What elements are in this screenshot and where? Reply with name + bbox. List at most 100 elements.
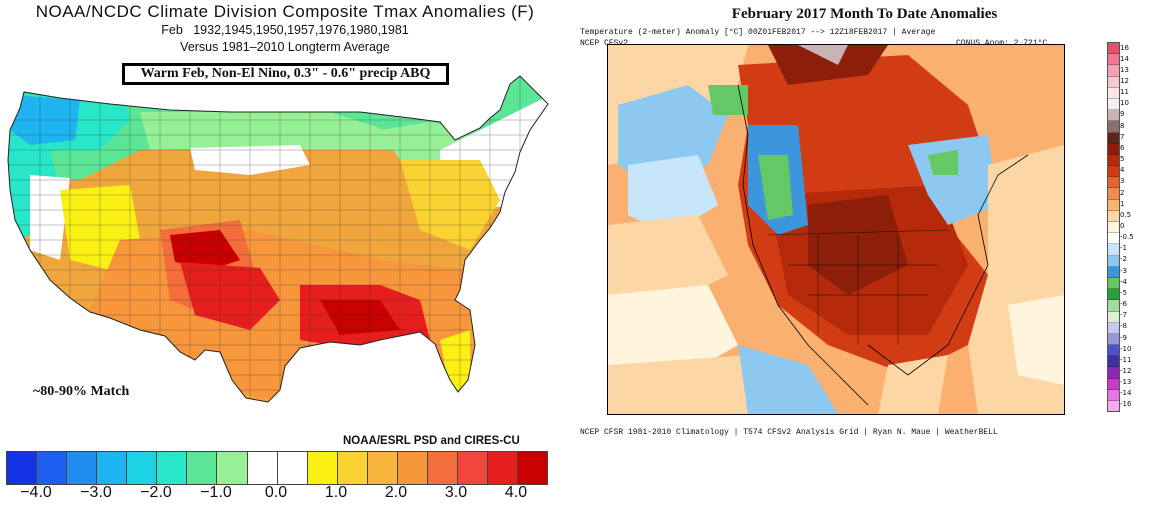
scale-swatch xyxy=(1108,289,1119,301)
colorbar-swatch xyxy=(307,452,338,484)
scale-swatch xyxy=(1108,356,1119,368)
colorbar-label: 4.0 xyxy=(504,484,528,501)
scale-label: 6 xyxy=(1120,143,1125,152)
colorbar-swatch xyxy=(157,452,188,484)
scale-swatch xyxy=(1108,401,1119,412)
colorbar-swatch xyxy=(427,452,458,484)
colorbar-label: 1.0 xyxy=(324,484,348,501)
colorbar-label: 3.0 xyxy=(444,484,468,501)
colorbar-swatch xyxy=(127,452,158,484)
scale-swatch xyxy=(1108,378,1119,390)
scale-swatch xyxy=(1108,389,1119,401)
scale-label: -0.5 xyxy=(1120,233,1134,242)
scale-label: 5 xyxy=(1120,155,1125,164)
scale-label: 11 xyxy=(1120,88,1129,97)
scale-label: 13 xyxy=(1120,65,1129,74)
scale-label: 3 xyxy=(1120,177,1125,186)
colorbar-label: −4.0 xyxy=(20,484,52,501)
scale-swatch xyxy=(1108,199,1119,211)
scale-swatch xyxy=(1108,255,1119,267)
scale-label: -10 xyxy=(1120,344,1132,353)
scale-label: -14 xyxy=(1120,389,1132,398)
right-title: February 2017 Month To Date Anomalies xyxy=(731,6,998,22)
colorbar xyxy=(6,451,548,485)
scale-swatch xyxy=(1108,154,1119,167)
scale-swatch xyxy=(1108,345,1119,357)
scale-label: 0 xyxy=(1120,222,1125,230)
colorbar-swatch xyxy=(247,452,278,484)
scale-label: 8 xyxy=(1120,121,1125,130)
scale-swatch xyxy=(1108,76,1119,88)
scale-label: -9 xyxy=(1120,333,1127,342)
scale-swatch xyxy=(1108,166,1119,178)
scale-swatch xyxy=(1108,43,1119,55)
scale-label: 2 xyxy=(1120,188,1125,197)
scale-label: -13 xyxy=(1120,378,1132,387)
colorbar-swatch xyxy=(367,452,398,484)
left-panel: NOAA/NCDC Climate Division Composite Tma… xyxy=(0,0,570,523)
scale-swatch xyxy=(1108,311,1119,323)
colorbar-swatch xyxy=(37,452,68,484)
colorbar-swatch xyxy=(337,452,368,484)
colorbar-label: −1.0 xyxy=(200,484,232,501)
colorbar-label: −3.0 xyxy=(80,484,112,501)
colorbar-swatch xyxy=(397,452,428,484)
right-panel: February 2017 Month To Date Anomalies Te… xyxy=(570,0,1159,523)
scale-label: -6 xyxy=(1120,300,1127,309)
scale-label: -7 xyxy=(1120,311,1127,320)
scale-label: -12 xyxy=(1120,366,1132,375)
scale-swatch xyxy=(1108,65,1119,77)
subtitle-month: Feb xyxy=(161,23,183,37)
scale-label: 14 xyxy=(1120,54,1129,63)
scale-label: -5 xyxy=(1120,288,1127,297)
scale-swatch xyxy=(1108,233,1119,245)
scale-label: 0.5 xyxy=(1120,210,1132,219)
scale-label: -1 xyxy=(1120,244,1127,253)
annotation-box: Warm Feb, Non-El Nino, 0.3" - 0.6" preci… xyxy=(122,63,449,85)
scale-label: 16 xyxy=(1120,43,1129,52)
scale-label: 7 xyxy=(1120,132,1125,141)
scale-label: -11 xyxy=(1120,355,1132,364)
model-label: NCEP CFSv2 xyxy=(580,39,629,48)
scale-label: 4 xyxy=(1120,166,1125,175)
scale-swatch xyxy=(1108,300,1119,312)
scale-label: -8 xyxy=(1120,322,1127,331)
colorbar-swatch xyxy=(187,452,218,484)
scale-label: -2 xyxy=(1120,255,1127,264)
scale-swatch xyxy=(1108,121,1119,133)
scale-swatch xyxy=(1108,333,1119,346)
scale-label: 9 xyxy=(1120,110,1125,119)
scale-swatch xyxy=(1108,110,1119,122)
scale-swatch xyxy=(1108,322,1119,334)
scale-label: 10 xyxy=(1120,99,1129,108)
colorbar-swatch xyxy=(277,452,308,484)
data-credit: NOAA/ESRL PSD and CIRES-CU xyxy=(343,435,520,447)
colorbar-label: −2.0 xyxy=(140,484,172,501)
right-subtitle: Temperature (2-meter) Anomaly [°C] 00Z01… xyxy=(580,28,936,37)
scale-swatch xyxy=(1108,98,1119,111)
scale-label: 12 xyxy=(1120,77,1129,86)
scale-label: -16 xyxy=(1120,400,1132,409)
scale-label: -4 xyxy=(1120,277,1127,286)
anomaly-scale xyxy=(1107,42,1120,412)
colorbar-swatch xyxy=(518,452,548,484)
colorbar-labels: −4.0 −3.0 −2.0 −1.0 0.0 1.0 2.0 3.0 4.0 xyxy=(0,484,570,504)
right-footer: NCEP CFSR 1981-2010 Climatology | T574 C… xyxy=(580,428,998,437)
scale-swatch xyxy=(1108,222,1119,234)
subtitle-years: 1932,1945,1950,1957,1976,1980,1981 xyxy=(193,23,409,37)
us-climate-division-map xyxy=(7,75,549,403)
scale-swatch xyxy=(1108,367,1119,379)
scale-swatch xyxy=(1108,177,1119,189)
scale-swatch xyxy=(1108,143,1119,155)
colorbar-label: 2.0 xyxy=(384,484,408,501)
left-subtitle-base: Versus 1981–2010 Longterm Average xyxy=(180,40,390,54)
scale-label: 1 xyxy=(1120,199,1125,208)
colorbar-swatch xyxy=(217,452,248,484)
scale-swatch xyxy=(1108,54,1119,66)
colorbar-swatch xyxy=(67,452,98,484)
scale-label: -3 xyxy=(1120,266,1127,275)
scale-swatch xyxy=(1108,132,1119,144)
colorbar-swatch xyxy=(97,452,128,484)
left-subtitle-years: Feb 1932,1945,1950,1957,1976,1980,1981 xyxy=(0,23,570,37)
colorbar-swatch xyxy=(457,452,488,484)
